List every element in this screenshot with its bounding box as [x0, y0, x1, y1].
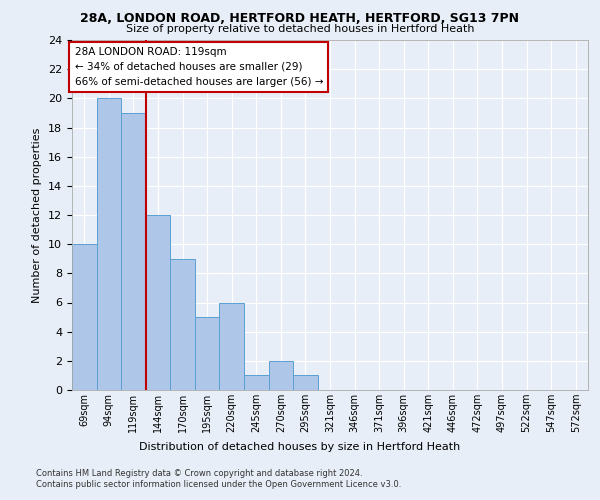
- Bar: [72, 244, 97, 390]
- Text: 28A, LONDON ROAD, HERTFORD HEATH, HERTFORD, SG13 7PN: 28A, LONDON ROAD, HERTFORD HEATH, HERTFO…: [80, 12, 520, 26]
- Bar: [195, 317, 220, 390]
- Bar: [170, 259, 195, 390]
- Bar: [121, 113, 146, 390]
- Text: Contains HM Land Registry data © Crown copyright and database right 2024.: Contains HM Land Registry data © Crown c…: [36, 468, 362, 477]
- Bar: [220, 302, 244, 390]
- Text: Contains public sector information licensed under the Open Government Licence v3: Contains public sector information licen…: [36, 480, 401, 489]
- Bar: [244, 376, 269, 390]
- Bar: [97, 98, 121, 390]
- Bar: [269, 361, 293, 390]
- Text: Size of property relative to detached houses in Hertford Heath: Size of property relative to detached ho…: [126, 24, 474, 34]
- Bar: [293, 376, 318, 390]
- Y-axis label: Number of detached properties: Number of detached properties: [32, 128, 43, 302]
- Text: Distribution of detached houses by size in Hertford Heath: Distribution of detached houses by size …: [139, 442, 461, 452]
- Text: 28A LONDON ROAD: 119sqm
← 34% of detached houses are smaller (29)
66% of semi-de: 28A LONDON ROAD: 119sqm ← 34% of detache…: [74, 47, 323, 86]
- Bar: [146, 215, 170, 390]
